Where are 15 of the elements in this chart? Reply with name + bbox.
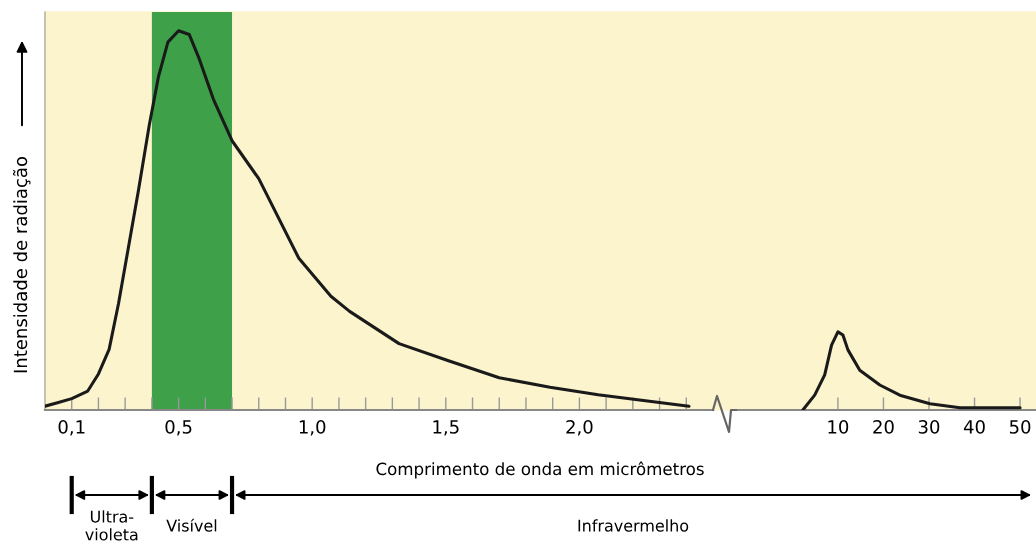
x-tick-label: 40 [963, 420, 985, 434]
x-tick-label: 1,0 [299, 420, 326, 436]
y-axis-title: Intensidade de radiação [12, 156, 31, 373]
x-tick-label: 2,0 [566, 420, 593, 436]
x-tick-label: 1,5 [433, 420, 459, 436]
x-tick-label: 0,1 [58, 420, 85, 436]
x-axis-title: Comprimento de onda em micrômetros [376, 461, 704, 479]
text: Ultra- violeta [85, 510, 138, 541]
x-tick-label: 20 [873, 420, 894, 434]
text: Infravermelho [578, 519, 689, 532]
x-tick-label: 30 [918, 420, 940, 434]
x-tick-label: 0,5 [165, 420, 192, 436]
x-tick-label: 50 [1009, 420, 1031, 434]
x-tick-label: 10 [828, 420, 849, 434]
text: Visível [166, 518, 217, 532]
